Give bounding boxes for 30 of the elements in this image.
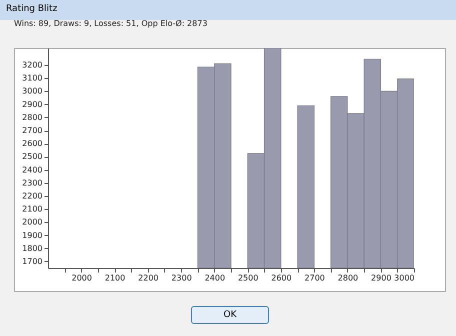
y-tick-label: 3100 — [22, 74, 42, 83]
y-tick-label: 2900 — [22, 100, 42, 109]
chart-title: Rating Blitz — [6, 4, 58, 14]
y-tick-label: 1900 — [22, 230, 42, 240]
y-tick-label: 2400 — [22, 165, 42, 174]
x-tick-label: 3000 — [394, 274, 414, 282]
y-tick-label: 2500 — [22, 152, 42, 162]
ok-button[interactable]: OK — [191, 306, 269, 324]
y-tick-label: 2000 — [22, 218, 42, 227]
y-tick-label: 3000 — [22, 86, 42, 96]
y-tick-label: 2200 — [22, 191, 42, 200]
x-tick-label: 2600 — [271, 274, 292, 282]
y-tick-label: 2100 — [22, 204, 42, 214]
y-tick-label: 2800 — [22, 112, 42, 122]
x-tick-label: 2900 — [371, 274, 392, 282]
y-tick-label: 1700 — [22, 256, 42, 266]
y-tick-label: 1800 — [22, 244, 42, 253]
x-tick-label: 2100 — [104, 274, 126, 282]
x-tick-label: 2300 — [171, 274, 192, 282]
x-tick-label: 2400 — [204, 274, 226, 282]
x-tick-label: 2200 — [138, 274, 158, 282]
y-tick-label: 2600 — [22, 139, 42, 148]
x-tick-label: 2800 — [338, 274, 358, 282]
x-tick-label: 2700 — [304, 274, 325, 282]
chart-subtitle: Wins: 89, Draws: 9, Losses: 51, Opp Elo-Ø: 2873 — [14, 19, 208, 28]
y-tick-label: 2700 — [22, 126, 42, 135]
x-tick-label: 2500 — [238, 274, 258, 282]
y-tick-label: 2300 — [22, 178, 42, 188]
y-tick-label: 3200 — [22, 60, 42, 70]
x-tick-label: 2000 — [72, 274, 92, 282]
